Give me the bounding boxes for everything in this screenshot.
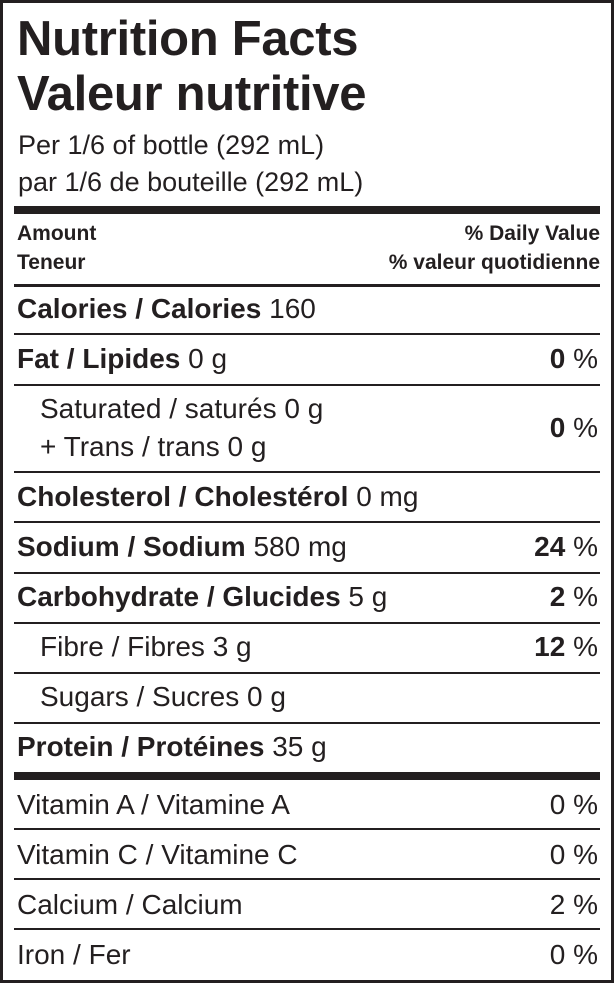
daily-value: 0 %	[549, 789, 598, 820]
divider	[14, 828, 600, 830]
divider	[14, 471, 600, 473]
nutrient-amount: 5 g	[348, 581, 388, 612]
daily-value: 12	[534, 631, 566, 662]
daily-value: 24	[534, 531, 566, 562]
vitamin-name: Iron / Fer	[17, 939, 131, 970]
nutrient-name: Sugars / Sucres 0 g	[40, 681, 286, 712]
vitamin-row-a: Vitamin A / Vitamine A 0 %	[17, 788, 598, 822]
vitamin-name: Vitamin C / Vitamine C	[17, 839, 298, 870]
percent-sign: %	[573, 343, 598, 374]
nutrient-row-protein: Protein / Protéines 35 g	[17, 730, 598, 764]
divider	[14, 333, 600, 335]
nutrient-name: Fat / Lipides	[17, 343, 181, 374]
nutrient-name: Saturated / saturés 0 g	[40, 393, 324, 424]
title-french: Valeur nutritive	[17, 67, 367, 121]
nutrient-amount: 35 g	[272, 731, 327, 762]
divider	[14, 672, 600, 674]
nutrient-amount: 160	[269, 293, 316, 324]
nutrient-row-trans: + Trans / trans 0 g	[17, 430, 598, 464]
percent-sign: %	[573, 531, 598, 562]
nutrient-row-fibre: Fibre / Fibres 3 g 12 %	[17, 630, 598, 664]
nutrient-name: Calories / Calories	[17, 293, 262, 324]
daily-value: 0 %	[549, 939, 598, 970]
vitamin-name: Vitamin A / Vitamine A	[17, 789, 290, 820]
nutrient-row-cholesterol: Cholesterol / Cholestérol 0 mg	[17, 480, 598, 514]
header-divider	[14, 284, 600, 287]
daily-value: 0	[549, 343, 566, 374]
teneur-header: Teneur	[17, 251, 86, 274]
divider	[14, 384, 600, 386]
serving-size-french: par 1/6 de bouteille (292 mL)	[18, 167, 364, 197]
title-english: Nutrition Facts	[17, 12, 359, 66]
nutrient-name: Protein / Protéines	[17, 731, 265, 762]
percent-sign: %	[573, 631, 598, 662]
divider	[14, 622, 600, 624]
nutrient-row-sodium: Sodium / Sodium 580 mg 24 %	[17, 530, 598, 564]
daily-value: 0 %	[549, 839, 598, 870]
vitamin-row-c: Vitamin C / Vitamine C 0 %	[17, 838, 598, 872]
divider	[14, 521, 600, 523]
divider	[14, 878, 600, 880]
vitamin-row-calcium: Calcium / Calcium 2 %	[17, 888, 598, 922]
nutrient-row-fat: Fat / Lipides 0 g 0 %	[17, 342, 598, 376]
nutrient-row-sugars: Sugars / Sucres 0 g	[17, 680, 598, 714]
vitamin-row-iron: Iron / Fer 0 %	[17, 938, 598, 972]
serving-size-english: Per 1/6 of bottle (292 mL)	[18, 130, 325, 160]
thick-divider	[14, 206, 600, 214]
daily-value: 0	[549, 412, 566, 443]
divider	[14, 722, 600, 724]
saturated-trans-dv: 0 %	[17, 411, 598, 445]
nutrient-amount: 580 mg	[253, 531, 347, 562]
divider	[14, 928, 600, 930]
daily-value: 2 %	[549, 889, 598, 920]
daily-value-header: % Daily Value	[464, 222, 600, 245]
nutrient-name: Sodium / Sodium	[17, 531, 246, 562]
nutrient-name: + Trans / trans 0 g	[40, 431, 267, 462]
valeur-quotidienne-header: % valeur quotidienne	[388, 251, 600, 274]
nutrient-amount: 0 g	[188, 343, 228, 374]
nutrient-name: Cholesterol / Cholestérol	[17, 481, 349, 512]
nutrient-row-calories: Calories / Calories 160	[17, 292, 598, 326]
percent-sign: %	[573, 412, 598, 443]
percent-sign: %	[573, 581, 598, 612]
amount-header: Amount	[17, 222, 97, 245]
daily-value: 2	[549, 581, 566, 612]
nutrient-row-carbohydrate: Carbohydrate / Glucides 5 g 2 %	[17, 580, 598, 614]
thick-divider	[14, 772, 600, 780]
nutrient-name: Carbohydrate / Glucides	[17, 581, 341, 612]
divider	[14, 572, 600, 574]
vitamin-name: Calcium / Calcium	[17, 889, 243, 920]
nutrient-row-saturated: Saturated / saturés 0 g	[17, 392, 598, 426]
nutrient-name: Fibre / Fibres 3 g	[40, 631, 252, 662]
nutrient-amount: 0 mg	[356, 481, 419, 512]
